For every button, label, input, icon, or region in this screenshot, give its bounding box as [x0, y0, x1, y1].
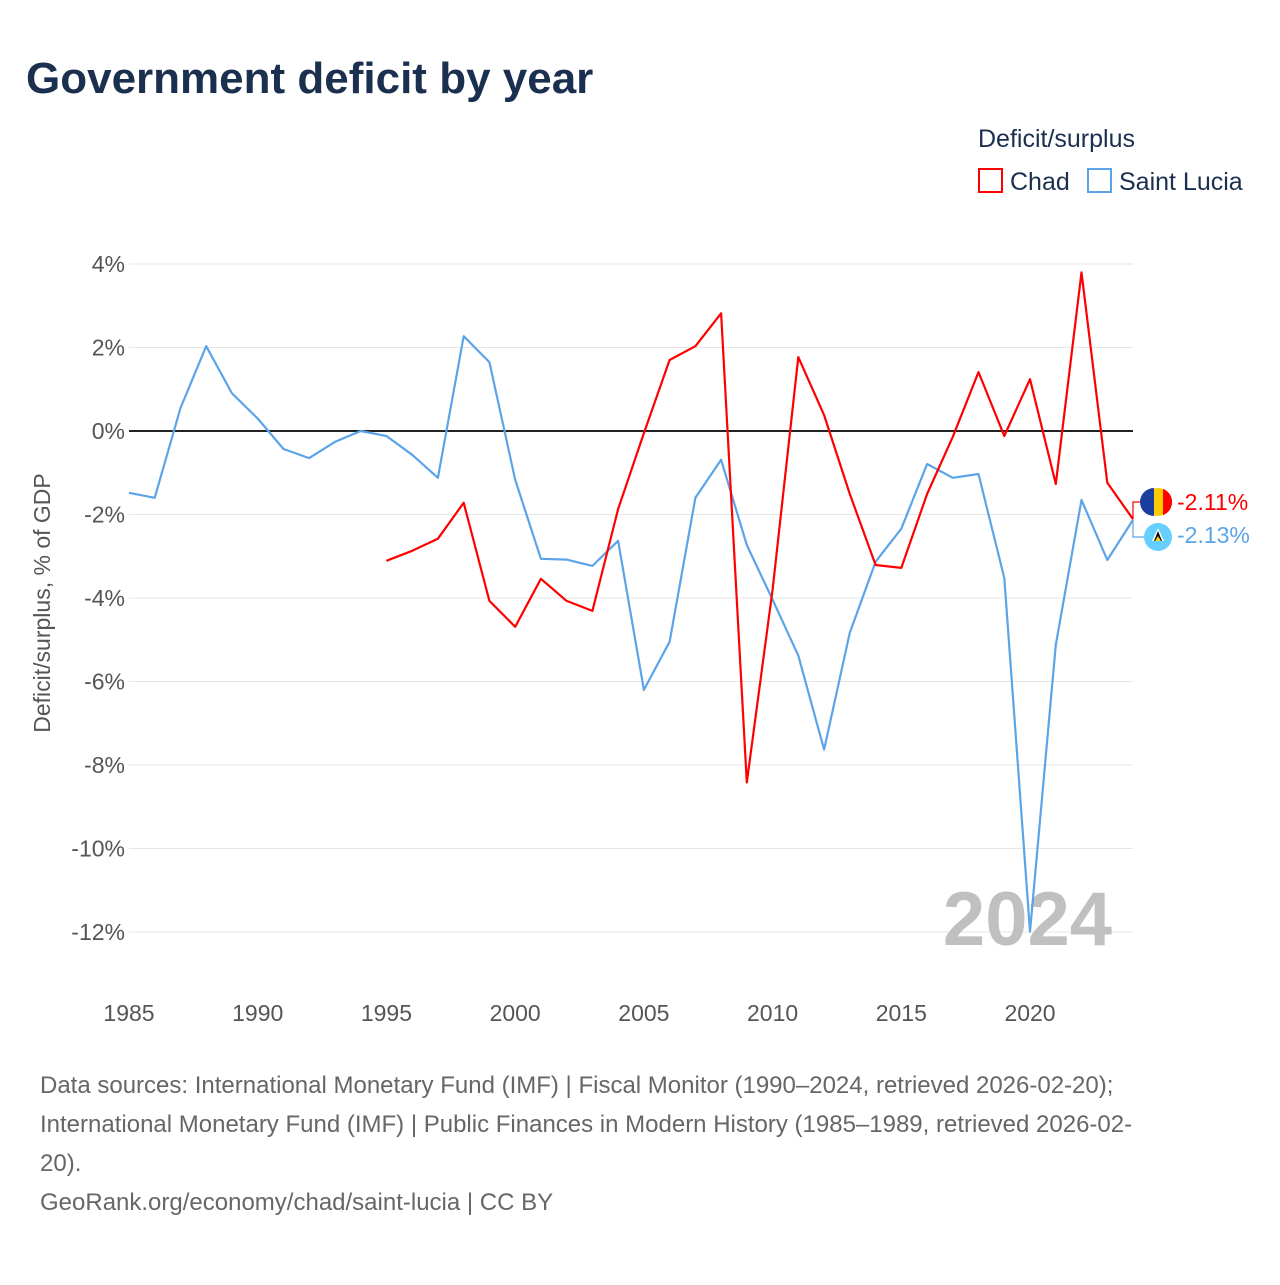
y-axis-ticks: 4% 2% 0% -2% -4% -6% -8% -10% -12%	[71, 251, 125, 945]
x-tick-label: 1990	[232, 1000, 283, 1026]
chad-end-value: -2.11%	[1177, 489, 1248, 515]
series-line-saint-lucia	[128, 335, 1134, 933]
end-label-saint-lucia: -2.13%	[1144, 522, 1250, 551]
source-line-2: International Monetary Fund (IMF) | Publ…	[40, 1111, 1132, 1138]
y-tick-label: -4%	[84, 585, 125, 611]
legend-swatch-saint-lucia	[1087, 168, 1112, 193]
series-line-chad	[386, 271, 1134, 784]
y-tick-label: -10%	[71, 836, 125, 862]
legend-item-chad[interactable]: Chad	[978, 168, 1070, 196]
y-tick-label: -2%	[84, 502, 125, 528]
x-axis-ticks: 1985 1990 1995 2000 2005 2010 2015 2020	[103, 1000, 1055, 1026]
saint-lucia-end-value: -2.13%	[1177, 522, 1250, 548]
legend-item-saint-lucia[interactable]: Saint Lucia	[1087, 168, 1243, 196]
y-tick-label: 4%	[92, 251, 125, 277]
x-tick-label: 2015	[876, 1000, 927, 1026]
sources: Data sources: International Monetary Fun…	[40, 1072, 1132, 1216]
source-link[interactable]: GeoRank.org/economy/chad/saint-lucia | C…	[40, 1189, 553, 1216]
y-tick-label: -8%	[84, 752, 125, 778]
y-tick-label: -12%	[71, 919, 125, 945]
y-tick-label: -6%	[84, 669, 125, 695]
x-tick-label: 2000	[490, 1000, 541, 1026]
legend-swatch-chad	[978, 168, 1003, 193]
end-connector-saint-lucia	[1132, 519, 1144, 538]
end-label-chad: -2.11%	[1140, 488, 1248, 516]
chart-title: Government deficit by year	[26, 54, 593, 103]
x-tick-label: 2005	[618, 1000, 669, 1026]
x-tick-label: 2010	[747, 1000, 798, 1026]
gridlines	[129, 263, 1133, 933]
x-tick-label: 1985	[103, 1000, 154, 1026]
series-lines	[128, 271, 1144, 933]
legend-label-chad: Chad	[1010, 168, 1070, 196]
x-tick-label: 2020	[1004, 1000, 1055, 1026]
y-axis-label: Deficit/surplus, % of GDP	[29, 473, 55, 732]
y-tick-label: 2%	[92, 335, 125, 361]
x-tick-label: 1995	[361, 1000, 412, 1026]
legend-label-saint-lucia: Saint Lucia	[1119, 168, 1243, 196]
legend: Deficit/surplus Chad Saint Lucia	[978, 125, 1243, 196]
y-tick-label: 0%	[92, 418, 125, 444]
source-line-1: Data sources: International Monetary Fun…	[40, 1072, 1113, 1099]
legend-title: Deficit/surplus	[978, 125, 1135, 153]
source-line-3: 20).	[40, 1150, 81, 1177]
